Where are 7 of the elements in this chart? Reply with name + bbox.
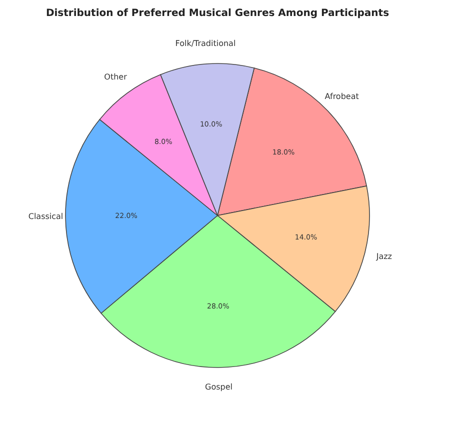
chart-title: Distribution of Preferred Musical Genres Among Participants (46, 8, 390, 19)
slice-label: Jazz (375, 252, 392, 261)
slice-label: Folk/Traditional (175, 39, 236, 48)
slice-label: Afrobeat (324, 92, 359, 102)
slice-label: Other (104, 72, 128, 82)
slice-label: Gospel (205, 382, 232, 392)
slice-label: Classical (28, 212, 64, 221)
